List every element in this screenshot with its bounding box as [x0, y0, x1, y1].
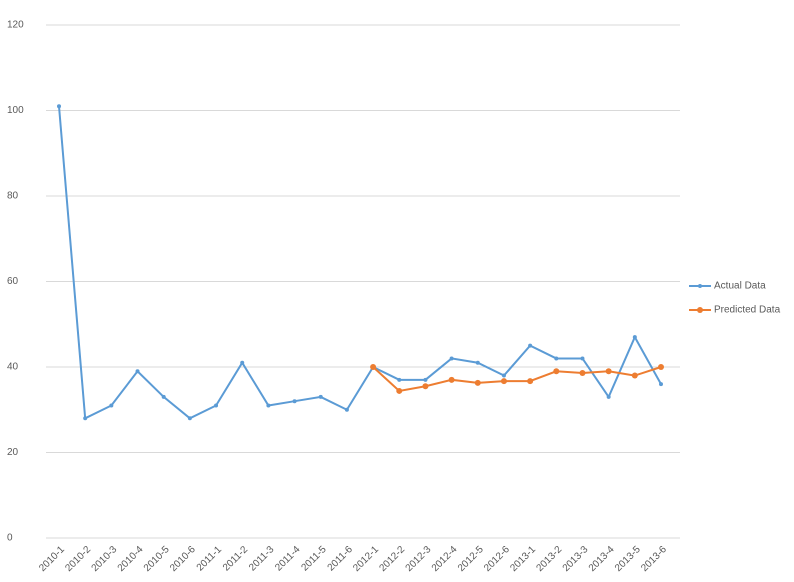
point — [448, 376, 455, 383]
x-tick-label: 2011-2 — [221, 544, 251, 574]
x-tick-label: 2013-2 — [534, 544, 564, 574]
x-tick-label: 2012-3 — [404, 544, 434, 574]
point — [632, 335, 637, 340]
x-tick-label: 2012-6 — [482, 544, 512, 574]
point — [554, 356, 559, 361]
point — [240, 360, 245, 365]
legend-label: Actual Data — [714, 281, 766, 292]
x-tick-label: 2011-3 — [247, 544, 277, 574]
point — [579, 369, 586, 376]
point — [631, 372, 638, 379]
point — [266, 403, 271, 408]
x-tick-label: 2011-1 — [195, 544, 225, 574]
point — [318, 394, 323, 399]
point — [161, 394, 166, 399]
point — [605, 368, 612, 375]
legend-marker — [697, 307, 703, 313]
point — [396, 387, 403, 394]
point — [57, 104, 61, 109]
x-tick-label: 2012-2 — [377, 544, 407, 574]
y-tick-label: 100 — [7, 105, 24, 116]
x-tick-label: 2010-5 — [142, 544, 172, 574]
x-tick-label: 2010-6 — [168, 544, 198, 574]
y-tick-label: 120 — [7, 20, 24, 31]
point — [475, 360, 480, 365]
legend-marker — [698, 284, 702, 288]
x-tick-label: 2011-4 — [273, 544, 303, 574]
point — [423, 377, 428, 382]
legend-label: Predicted Data — [714, 305, 781, 316]
point — [292, 399, 297, 404]
series-line — [58, 106, 662, 420]
point — [501, 373, 506, 378]
x-tick-label: 2013-3 — [561, 544, 591, 574]
x-tick-label: 2013-4 — [587, 544, 617, 574]
point — [109, 403, 114, 408]
x-tick-label: 2011-5 — [299, 544, 329, 574]
point — [214, 403, 219, 408]
x-tick-label: 2012-4 — [430, 544, 460, 574]
x-tick-label: 2012-1 — [351, 544, 381, 574]
x-tick-label: 2013-1 — [508, 544, 538, 574]
y-tick-label: 20 — [7, 447, 19, 458]
point — [344, 407, 349, 412]
point — [659, 382, 663, 387]
point — [500, 378, 507, 385]
point — [527, 378, 534, 385]
point — [422, 383, 429, 390]
point — [370, 364, 377, 370]
series-line — [372, 366, 662, 393]
point — [580, 356, 585, 361]
point — [658, 364, 664, 370]
x-tick-label: 2010-1 — [37, 544, 67, 574]
point — [606, 394, 611, 399]
x-tick-label: 2010-2 — [63, 544, 93, 574]
point — [187, 416, 192, 421]
point — [449, 356, 454, 361]
point — [83, 416, 88, 421]
x-tick-label: 2010-4 — [116, 544, 146, 574]
y-tick-label: 60 — [7, 276, 19, 287]
y-tick-label: 0 — [7, 533, 13, 544]
point — [474, 379, 481, 386]
x-tick-label: 2011-6 — [326, 544, 356, 574]
point — [135, 369, 140, 374]
x-tick-label: 2010-3 — [90, 544, 120, 574]
x-tick-label: 2013-5 — [613, 544, 643, 574]
x-tick-label: 2013-6 — [639, 544, 669, 574]
x-tick-label: 2012-5 — [456, 544, 486, 574]
point — [553, 368, 560, 375]
y-tick-label: 80 — [7, 191, 19, 202]
point — [397, 377, 402, 382]
y-tick-label: 40 — [7, 362, 19, 373]
point — [528, 343, 533, 348]
